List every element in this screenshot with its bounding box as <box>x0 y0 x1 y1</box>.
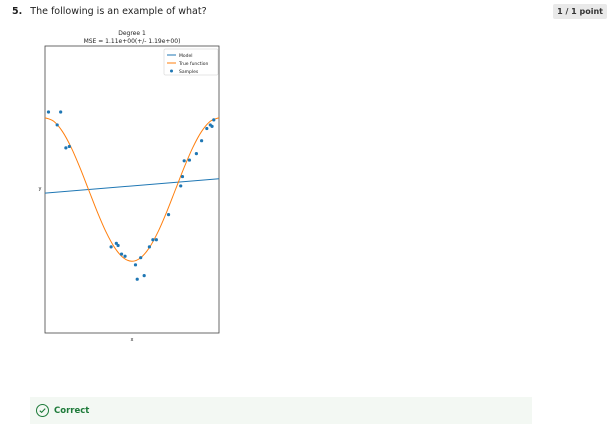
chart-title: Degree 1 <box>118 30 146 37</box>
sample-point <box>119 252 124 256</box>
x-axis-label: x <box>131 337 134 343</box>
feedback-bar: Correct <box>30 397 532 424</box>
sample-point <box>133 263 138 267</box>
sample-point <box>142 274 146 278</box>
chart-subtitle: MSE = 1.11e+00(+/- 1.19e+00) <box>84 38 181 45</box>
chart-svg: Degree 1 MSE = 1.11e+00(+/- 1.19e+00) x … <box>39 30 220 343</box>
plot-area <box>44 45 220 334</box>
sample-point <box>109 245 113 249</box>
question-number: 5. <box>12 6 23 17</box>
sample-point <box>59 110 63 114</box>
sample-point <box>180 174 185 179</box>
series-line-true-function <box>44 117 220 262</box>
sample-point <box>151 238 155 242</box>
legend-swatch <box>170 69 173 73</box>
sample-point <box>182 159 186 163</box>
sample-point <box>135 277 139 281</box>
legend-label: True function <box>178 61 209 67</box>
series-line-model <box>44 178 220 194</box>
sample-point <box>200 139 204 143</box>
sample-point <box>187 158 192 162</box>
question-text: The following is an example of what? <box>30 6 207 17</box>
sample-point <box>114 241 118 245</box>
check-circle-icon <box>36 404 49 417</box>
sample-point <box>194 152 198 156</box>
legend-label: Samples <box>179 69 199 75</box>
sample-point <box>212 118 216 122</box>
legend-label: Model <box>179 53 193 59</box>
sample-point <box>147 245 151 249</box>
legend-box <box>163 48 219 76</box>
sample-point <box>67 144 71 149</box>
sample-point <box>116 243 120 248</box>
sample-point <box>166 213 171 217</box>
sample-point <box>139 256 143 260</box>
sample-point <box>123 254 127 258</box>
sample-point <box>154 238 158 242</box>
sample-point <box>46 110 51 114</box>
question-header: 5. The following is an example of what? <box>12 5 207 18</box>
sample-point <box>205 126 209 131</box>
sample-point <box>179 184 183 188</box>
sample-point <box>64 146 68 150</box>
sample-point <box>210 124 214 128</box>
y-axis-label: y <box>39 186 42 192</box>
sample-point <box>55 123 59 127</box>
series-layer <box>44 110 220 281</box>
points-badge: 1 / 1 point <box>553 4 607 19</box>
feedback-status: Correct <box>54 405 90 416</box>
chart-figure: Degree 1 MSE = 1.11e+00(+/- 1.19e+00) x … <box>30 24 230 346</box>
chart-legend: Model True function Samples <box>163 48 219 76</box>
